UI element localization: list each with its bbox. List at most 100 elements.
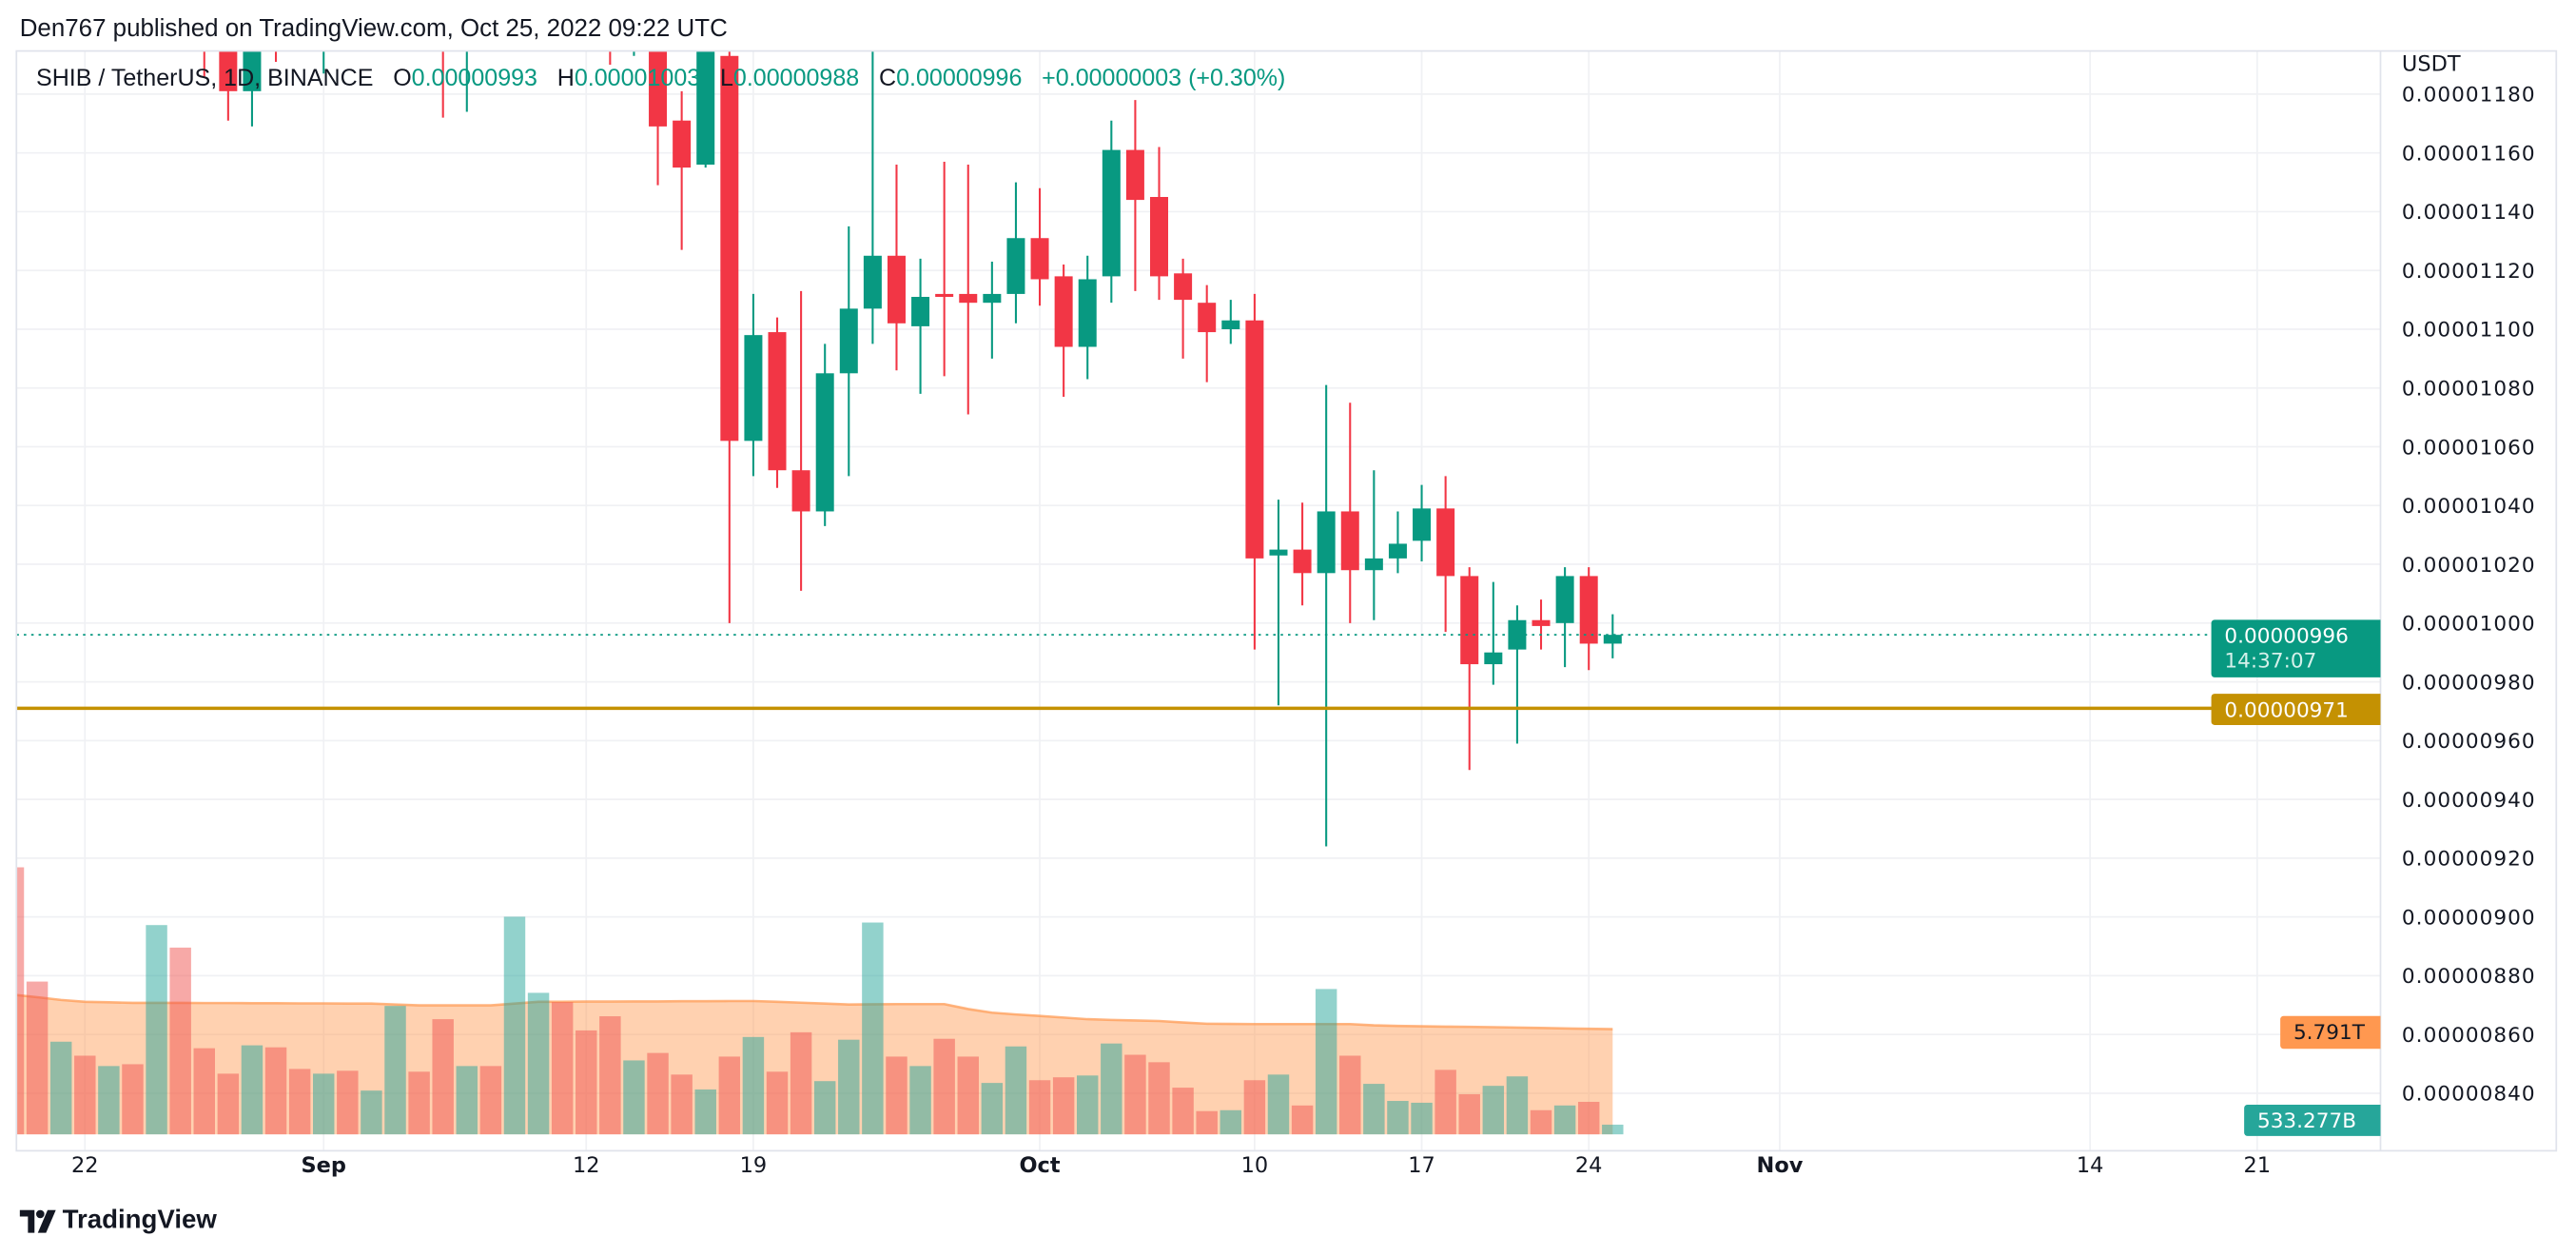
volume-bar [957,1056,979,1135]
candle[interactable] [1293,502,1312,606]
candle[interactable] [315,0,333,74]
volume-bar [1363,1084,1385,1135]
candle[interactable] [720,41,739,623]
price-axis[interactable]: 0.00001180 0.00001160 0.00001140 0.00001120… [2402,84,2536,1107]
high-label: H [556,66,575,92]
candle[interactable] [1054,265,1073,398]
candle[interactable] [1508,605,1527,744]
candle[interactable] [983,261,1002,359]
candle[interactable] [1030,187,1049,306]
candle[interactable] [625,0,643,56]
candle[interactable] [219,0,238,121]
time-axis[interactable]: 22 Sep 12 19 Oct 10 17 24 Nov 14 21 [71,1153,2271,1178]
volume-bar [361,1090,382,1135]
volume-bar [599,1016,621,1135]
candle[interactable] [434,0,452,118]
volume-bar [671,1074,693,1135]
volume-bar [122,1064,144,1135]
symbol-name[interactable]: SHIB / TetherUS, 1D, BINANCE [35,66,374,92]
candle-body [1078,279,1097,347]
candle[interactable] [601,0,619,66]
candle[interactable] [1532,599,1551,650]
volume-bar [264,1047,287,1135]
candle[interactable] [1198,285,1217,383]
volume-bar [1291,1105,1314,1135]
volume-bar [718,1056,741,1135]
price-tick-label: 0.00001040 [2402,495,2536,519]
candle[interactable] [243,0,262,127]
price-tick-label: 0.00000840 [2402,1083,2536,1107]
candle[interactable] [1555,567,1574,668]
candle-body [673,120,692,168]
volume-bar [742,1036,765,1135]
candle[interactable] [887,165,906,371]
candle-body [1317,511,1336,574]
candle[interactable] [1364,470,1383,620]
candle[interactable] [1340,402,1359,623]
candle-body [1460,576,1479,665]
candle[interactable] [1413,484,1432,561]
candle[interactable] [1579,567,1598,671]
candle[interactable] [815,343,834,526]
volume-bar [981,1083,1004,1135]
candle[interactable] [744,293,763,477]
candle[interactable] [1245,293,1264,650]
price-tick-label: 0.00001140 [2402,201,2536,225]
horizontal-level-label: 0.00000971 [2211,694,2381,725]
candle[interactable] [935,161,954,377]
candle-body [1054,276,1073,347]
price-tick-label: 0.00000960 [2402,730,2536,754]
candle[interactable] [267,0,285,62]
candle[interactable] [863,35,882,344]
candle[interactable] [1460,567,1479,771]
candle[interactable] [1221,300,1240,344]
candle[interactable] [1006,182,1025,324]
candle[interactable] [696,21,715,168]
price-tick-label: 0.00000980 [2402,671,2536,695]
candle[interactable] [1174,258,1193,359]
candle[interactable] [1317,384,1336,847]
candle[interactable] [839,226,858,477]
candle-body [1125,149,1144,201]
candle-body [434,0,452,41]
candle-body [601,0,619,35]
candle-body [1436,508,1455,577]
candle-body [1364,558,1383,571]
candle[interactable] [791,290,810,591]
candle[interactable] [1150,147,1169,301]
volume-bar [98,1066,120,1135]
candle[interactable] [1388,511,1407,574]
candle[interactable] [1102,120,1121,304]
candle-body [1150,197,1169,277]
volume-bar [1052,1077,1075,1135]
volume-bar [1077,1075,1099,1135]
candle-body [839,308,858,374]
volume-bar [1220,1109,1242,1135]
time-tick-label: 14 [2077,1153,2104,1178]
volume-bar [337,1070,359,1135]
candle[interactable] [1125,100,1144,291]
candle[interactable] [1078,255,1097,380]
price-tick-label: 0.00001120 [2402,260,2536,284]
candle[interactable] [1484,581,1503,685]
candle[interactable] [911,258,930,394]
candle[interactable] [458,0,476,112]
candle[interactable] [768,317,787,488]
price-axis-background[interactable] [2380,50,2557,1151]
volume-bar [838,1039,860,1135]
candle-body [1340,511,1359,571]
candle[interactable] [1436,476,1455,633]
time-tick-label: 24 [1575,1153,1603,1178]
candle[interactable] [673,90,692,250]
candle[interactable] [1269,500,1288,706]
candle-body [315,0,333,41]
candle[interactable] [959,165,978,415]
candle[interactable] [1603,614,1622,658]
candle[interactable] [649,0,668,186]
volume-bar [241,1045,263,1135]
price-tick-label: 0.00001020 [2402,554,2536,578]
volume-bar [886,1056,907,1135]
time-tick-label: 12 [573,1153,600,1178]
volume-bar [1028,1080,1051,1135]
